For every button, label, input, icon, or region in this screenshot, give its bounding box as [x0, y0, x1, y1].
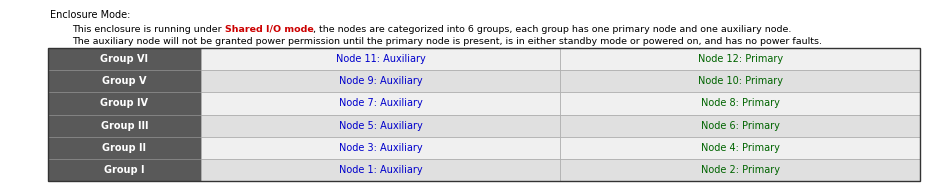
Bar	[201, 159, 560, 181]
Text: Node 6: Primary: Node 6: Primary	[701, 121, 779, 131]
Bar	[560, 48, 920, 70]
Text: Group V: Group V	[102, 76, 146, 86]
Bar	[560, 159, 920, 181]
Text: Enclosure Mode:: Enclosure Mode:	[50, 10, 130, 20]
Text: Node 10: Primary: Node 10: Primary	[698, 76, 782, 86]
Text: Group II: Group II	[102, 143, 146, 153]
Text: The auxiliary node will not be granted power permission until the primary node i: The auxiliary node will not be granted p…	[72, 38, 822, 46]
Bar	[48, 159, 201, 181]
Bar	[201, 48, 560, 70]
Text: Node 2: Primary: Node 2: Primary	[701, 165, 779, 175]
Bar	[48, 115, 201, 137]
Text: Node 8: Primary: Node 8: Primary	[701, 98, 779, 108]
Text: Node 11: Auxiliary: Node 11: Auxiliary	[336, 54, 425, 64]
Bar	[48, 48, 920, 181]
Text: Group VI: Group VI	[100, 54, 148, 64]
Bar	[48, 70, 201, 92]
Text: Node 4: Primary: Node 4: Primary	[701, 143, 779, 153]
Text: Group III: Group III	[100, 121, 148, 131]
Bar	[48, 137, 201, 159]
Bar	[560, 92, 920, 115]
Bar	[560, 70, 920, 92]
Bar	[48, 48, 201, 70]
Bar	[201, 115, 560, 137]
Bar	[560, 115, 920, 137]
Text: Node 5: Auxiliary: Node 5: Auxiliary	[339, 121, 422, 131]
Text: This enclosure is running under: This enclosure is running under	[72, 24, 224, 33]
Bar	[201, 70, 560, 92]
Text: Node 12: Primary: Node 12: Primary	[698, 54, 782, 64]
Text: Node 9: Auxiliary: Node 9: Auxiliary	[339, 76, 422, 86]
Text: Node 7: Auxiliary: Node 7: Auxiliary	[339, 98, 422, 108]
Bar	[201, 92, 560, 115]
Text: Node 1: Auxiliary: Node 1: Auxiliary	[339, 165, 422, 175]
Text: Shared I/O mode: Shared I/O mode	[224, 24, 313, 33]
Bar	[201, 137, 560, 159]
Text: , the nodes are categorized into 6 groups, each group has one primary node and o: , the nodes are categorized into 6 group…	[313, 24, 792, 33]
Text: Group IV: Group IV	[100, 98, 148, 108]
Text: Group I: Group I	[104, 165, 144, 175]
Text: Node 3: Auxiliary: Node 3: Auxiliary	[339, 143, 422, 153]
Bar	[560, 137, 920, 159]
Bar	[48, 92, 201, 115]
